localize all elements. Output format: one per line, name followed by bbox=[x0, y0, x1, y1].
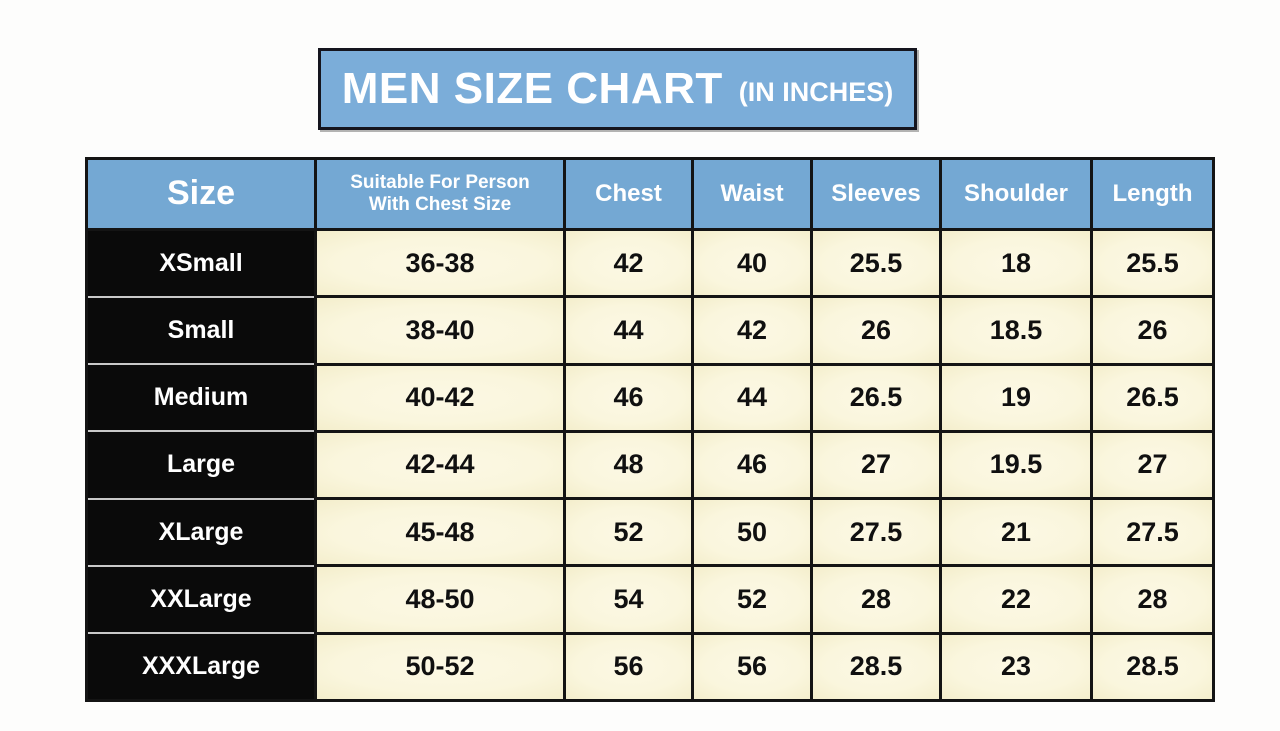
table-cell: 56 bbox=[691, 631, 813, 703]
table-cell: 18 bbox=[939, 227, 1093, 299]
column-header-length: Length bbox=[1090, 157, 1215, 231]
table-cell: 52 bbox=[691, 564, 813, 635]
table-cell: 27 bbox=[1090, 429, 1215, 501]
table-cell: 27.5 bbox=[1090, 497, 1215, 568]
table-cell: 48-50 bbox=[314, 564, 566, 635]
table-cell: 50-52 bbox=[314, 631, 566, 703]
page-title: MEN SIZE CHART bbox=[341, 64, 723, 113]
row-label-medium: Medium bbox=[85, 363, 317, 433]
table-cell: 44 bbox=[691, 362, 813, 433]
table-cell: 26 bbox=[1090, 295, 1215, 366]
table-cell: 27 bbox=[810, 429, 942, 501]
table-cell: 19.5 bbox=[939, 429, 1093, 501]
table-row: XXXLarge 50-52 56 56 28.5 23 28.5 bbox=[85, 631, 1215, 703]
table-cell: 19 bbox=[939, 362, 1093, 433]
table-cell: 54 bbox=[563, 564, 694, 635]
table-row: XXLarge 48-50 54 52 28 22 28 bbox=[85, 564, 1215, 635]
table-cell: 28.5 bbox=[1090, 631, 1215, 703]
table-cell: 26 bbox=[810, 295, 942, 366]
table-cell: 38-40 bbox=[314, 295, 566, 366]
table-cell: 25.5 bbox=[1090, 227, 1215, 299]
table-cell: 28 bbox=[1090, 564, 1215, 635]
table-cell: 42 bbox=[691, 295, 813, 366]
table-cell: 26.5 bbox=[1090, 362, 1215, 433]
table-cell: 48 bbox=[563, 429, 694, 501]
column-header-shoulder: Shoulder bbox=[939, 157, 1093, 231]
table-cell: 45-48 bbox=[314, 497, 566, 568]
table-cell: 23 bbox=[939, 631, 1093, 703]
row-label-xxxlarge: XXXLarge bbox=[85, 632, 317, 703]
row-label-large: Large bbox=[85, 430, 317, 500]
table-cell: 40 bbox=[691, 227, 813, 299]
table-cell: 27.5 bbox=[810, 497, 942, 568]
table-cell: 26.5 bbox=[810, 362, 942, 433]
table-cell: 25.5 bbox=[810, 227, 942, 299]
table-cell: 50 bbox=[691, 497, 813, 568]
column-header-chest: Chest bbox=[563, 157, 694, 231]
table-cell: 28.5 bbox=[810, 631, 942, 703]
table-row: Medium 40-42 46 44 26.5 19 26.5 bbox=[85, 362, 1215, 433]
table-row: XSmall 36-38 42 40 25.5 18 25.5 bbox=[85, 227, 1215, 299]
table-cell: 56 bbox=[563, 631, 694, 703]
men-size-chart-table: Size Suitable For Person With Chest Size… bbox=[85, 157, 1215, 703]
table-cell: 28 bbox=[810, 564, 942, 635]
table-cell: 52 bbox=[563, 497, 694, 568]
header-row: Size Suitable For Person With Chest Size… bbox=[85, 157, 1215, 231]
table-row: XLarge 45-48 52 50 27.5 21 27.5 bbox=[85, 497, 1215, 568]
table-row: Small 38-40 44 42 26 18.5 26 bbox=[85, 295, 1215, 366]
table-cell: 46 bbox=[691, 429, 813, 501]
table-cell: 40-42 bbox=[314, 362, 566, 433]
title-banner: MEN SIZE CHART (IN INCHES) bbox=[318, 48, 917, 130]
table-cell: 44 bbox=[563, 295, 694, 366]
table-cell: 21 bbox=[939, 497, 1093, 568]
row-label-xsmall: XSmall bbox=[85, 228, 317, 298]
row-label-xlarge: XLarge bbox=[85, 497, 317, 567]
row-label-small: Small bbox=[85, 295, 317, 366]
table-cell: 42 bbox=[563, 227, 694, 299]
column-header-size: Size bbox=[85, 157, 317, 231]
table-row: Large 42-44 48 46 27 19.5 27 bbox=[85, 429, 1215, 501]
column-header-waist: Waist bbox=[691, 157, 813, 231]
table-cell: 42-44 bbox=[314, 429, 566, 501]
table-cell: 36-38 bbox=[314, 227, 566, 299]
table-cell: 46 bbox=[563, 362, 694, 433]
title-units: (IN INCHES) bbox=[738, 77, 894, 107]
row-label-xxlarge: XXLarge bbox=[85, 564, 317, 635]
column-header-sleeves: Sleeves bbox=[810, 157, 942, 231]
table-cell: 18.5 bbox=[939, 295, 1093, 366]
table-cell: 22 bbox=[939, 564, 1093, 635]
column-header-chest-range: Suitable For Person With Chest Size bbox=[314, 157, 566, 231]
